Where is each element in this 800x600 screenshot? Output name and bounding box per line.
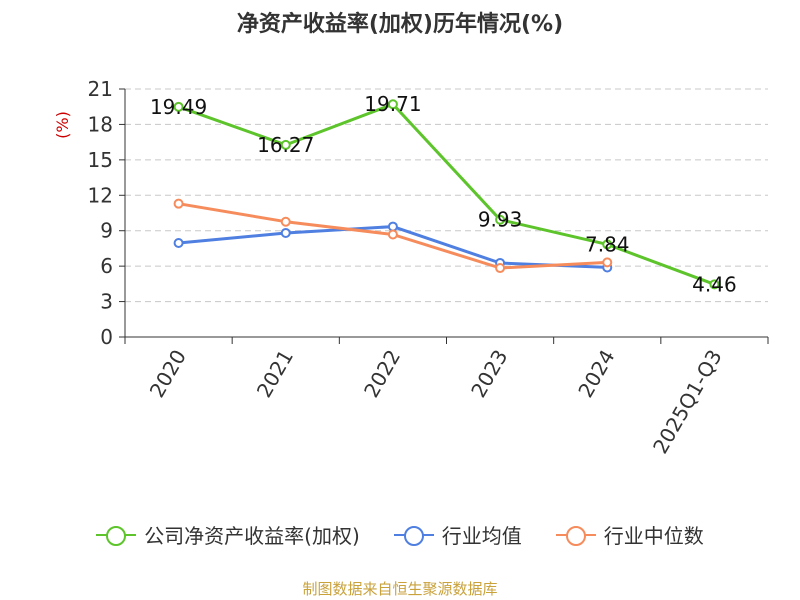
- data-label: 9.93: [478, 208, 523, 232]
- data-point: [173, 101, 184, 112]
- legend-label: 行业均值: [441, 524, 522, 548]
- data-label: 16.27: [257, 133, 314, 157]
- legend-item: 行业中位数: [555, 520, 704, 549]
- legend: 公司净资产收益率(加权) 行业均值 行业中位数: [0, 520, 800, 549]
- legend-item: 行业均值: [393, 520, 522, 549]
- y-tick-label: 3: [100, 290, 113, 314]
- y-tick-label: 0: [100, 325, 113, 349]
- y-tick-label: 6: [100, 254, 113, 278]
- data-point: [387, 221, 398, 232]
- data-point: [280, 139, 291, 150]
- data-point: [173, 237, 184, 248]
- data-point: [280, 216, 291, 227]
- data-point: [709, 279, 720, 290]
- y-tick-label: 12: [88, 183, 113, 207]
- x-tick-label: 2023: [466, 346, 512, 402]
- y-tick-label: 15: [88, 148, 113, 172]
- x-tick-label: 2025Q1-Q3: [648, 346, 727, 458]
- y-tick-label: 18: [88, 112, 113, 136]
- data-point: [495, 263, 506, 274]
- data-point: [387, 99, 398, 110]
- y-tick-label: 9: [100, 219, 113, 243]
- source-footer: 制图数据来自恒生聚源数据库: [302, 580, 498, 598]
- y-axis-label: (%): [53, 111, 72, 139]
- data-label: 4.46: [692, 272, 737, 296]
- data-label: 7.84: [585, 232, 630, 256]
- data-point: [280, 227, 291, 238]
- x-tick-label: 2020: [145, 346, 191, 402]
- data-point: [173, 198, 184, 209]
- x-tick-label: 2021: [252, 346, 298, 402]
- legend-label: 行业中位数: [603, 524, 704, 548]
- data-point: [495, 214, 506, 225]
- legend-label: 公司净资产收益率(加权): [144, 524, 360, 548]
- data-point: [387, 229, 398, 240]
- series-line: [178, 102, 715, 286]
- legend-item: 公司净资产收益率(加权): [96, 520, 360, 549]
- legend-marker: [393, 525, 434, 546]
- series-lines: [173, 99, 720, 290]
- data-label: 19.49: [150, 95, 207, 119]
- x-tick-label: 2024: [573, 346, 619, 402]
- data-labels: 19.49 16.27 19.71 9.93 7.84 4.46: [150, 92, 737, 296]
- legend-marker: [96, 525, 137, 546]
- x-tick-label: 2022: [359, 346, 405, 402]
- legend-marker: [555, 525, 596, 546]
- data-point: [602, 239, 613, 250]
- data-label: 19.71: [364, 92, 421, 116]
- data-point: [602, 257, 613, 268]
- y-tick-label: 21: [88, 77, 113, 101]
- chart-title: 净资产收益率(加权)历年情况(%): [236, 12, 564, 37]
